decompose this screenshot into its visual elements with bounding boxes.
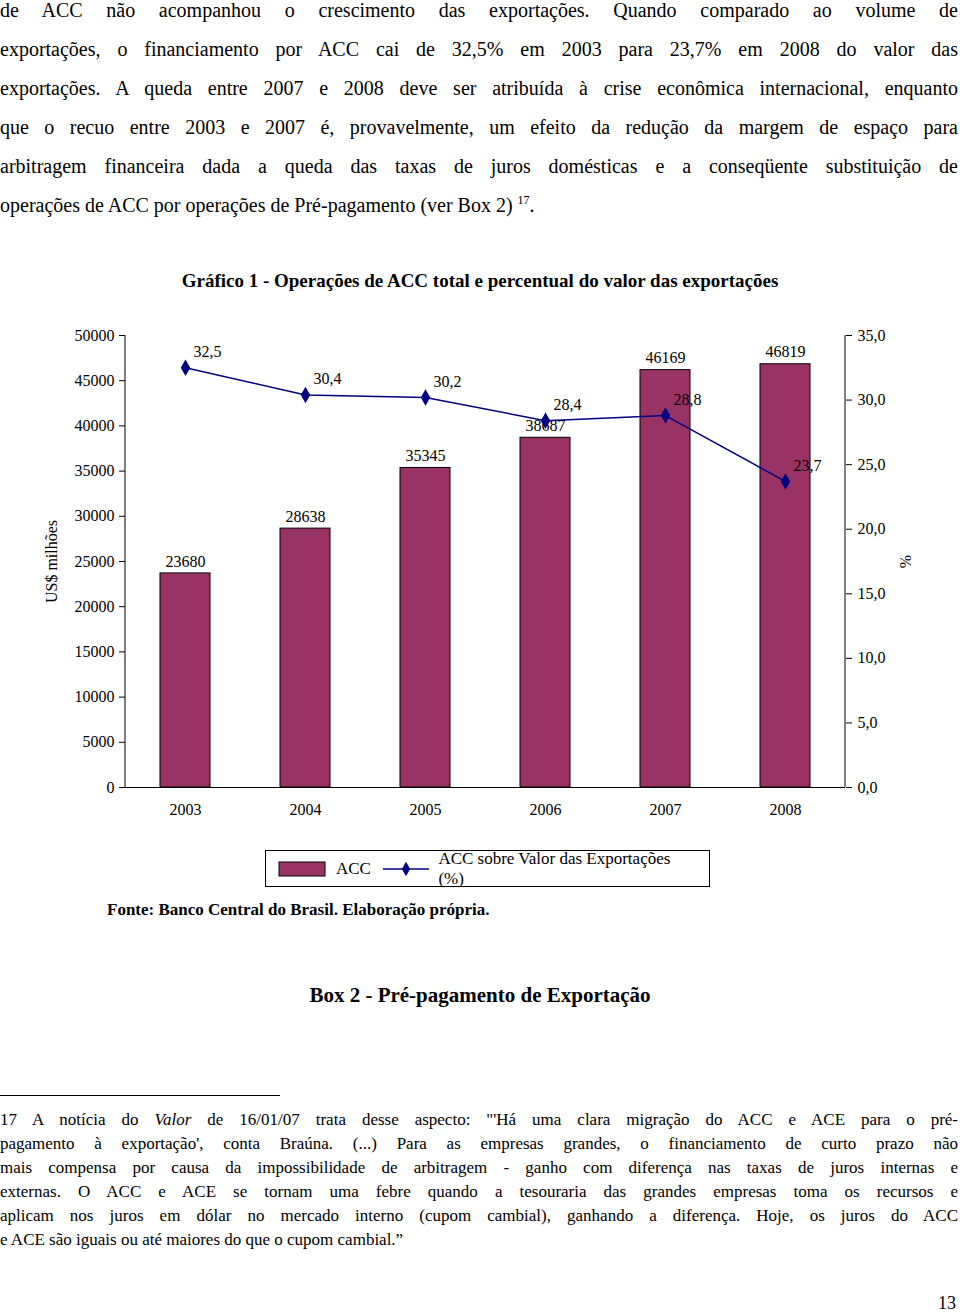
svg-text:2007: 2007 bbox=[650, 801, 682, 818]
svg-text:%: % bbox=[897, 555, 914, 568]
svg-text:30,0: 30,0 bbox=[858, 391, 886, 408]
svg-text:45000: 45000 bbox=[75, 372, 115, 389]
svg-text:2004: 2004 bbox=[290, 801, 322, 818]
html-text:arbitragem financeira dada a q: arbitragem financeira dada a queda das t… bbox=[0, 155, 958, 177]
html-text:que o recuo entre 2003 e 2007: que o recuo entre 2003 e 2007 é, provave… bbox=[0, 116, 958, 138]
svg-text:46819: 46819 bbox=[766, 343, 806, 360]
svg-text:2006: 2006 bbox=[530, 801, 562, 818]
html-text:de ACC não acompanhou o cresci: de ACC não acompanhou o crescimento das … bbox=[0, 0, 958, 21]
svg-text:35,0: 35,0 bbox=[858, 327, 886, 344]
svg-text:25000: 25000 bbox=[75, 553, 115, 570]
svg-text:15000: 15000 bbox=[75, 643, 115, 660]
html-text:aplicam nos juros em dólar no: aplicam nos juros em dólar no mercado in… bbox=[0, 1206, 958, 1225]
html-text:13: 13 bbox=[938, 1293, 956, 1313]
html-text:exportações, o financiamento p: exportações, o financiamento por ACC cai… bbox=[0, 38, 958, 60]
svg-text:10000: 10000 bbox=[75, 688, 115, 705]
svg-text:20000: 20000 bbox=[75, 598, 115, 615]
svg-text:35345: 35345 bbox=[406, 447, 446, 464]
html-text:Gráfico 1 - Operações de ACC t: Gráfico 1 - Operações de ACC total e per… bbox=[181, 270, 779, 291]
svg-text:30000: 30000 bbox=[75, 507, 115, 524]
svg-text:35000: 35000 bbox=[75, 462, 115, 479]
html-text:ACC sobre Valor das Exportaçõe: ACC sobre Valor das Exportações (%) bbox=[438, 848, 671, 888]
html-text:e ACE são iguais ou até maiore: e ACE são iguais ou até maiores do que o… bbox=[0, 1230, 404, 1249]
svg-text:10,0: 10,0 bbox=[858, 649, 886, 666]
svg-text:28,8: 28,8 bbox=[674, 391, 702, 408]
svg-text:23,7: 23,7 bbox=[794, 457, 822, 474]
svg-text:50000: 50000 bbox=[75, 327, 115, 344]
html-text:pagamento à exportação', conta: pagamento à exportação', conta Braúna. (… bbox=[0, 1134, 958, 1153]
svg-text:30,4: 30,4 bbox=[314, 370, 342, 387]
svg-text:2005: 2005 bbox=[410, 801, 442, 818]
html-text:mais compensa por causa da imp: mais compensa por causa da impossibilida… bbox=[0, 1158, 958, 1177]
svg-text:2008: 2008 bbox=[770, 801, 802, 818]
html-text:ACC: ACC bbox=[336, 858, 371, 878]
svg-text:28,4: 28,4 bbox=[554, 396, 582, 413]
svg-text:20,0: 20,0 bbox=[858, 520, 886, 537]
svg-text:32,5: 32,5 bbox=[194, 343, 222, 360]
svg-text:15,0: 15,0 bbox=[858, 585, 886, 602]
svg-text:28638: 28638 bbox=[286, 508, 326, 525]
svg-text:2003: 2003 bbox=[170, 801, 202, 818]
svg-text:46169: 46169 bbox=[646, 349, 686, 366]
html-text:Fonte: Banco Central do Brasil: Fonte: Banco Central do Brasil. Elaboraç… bbox=[107, 900, 490, 919]
html-text:exportações. A queda entre 200: exportações. A queda entre 2007 e 2008 d… bbox=[0, 77, 958, 99]
html-text:Box 2 - Pré-pagamento de Expor: Box 2 - Pré-pagamento de Exportação bbox=[309, 983, 651, 1007]
svg-text:38687: 38687 bbox=[526, 417, 566, 434]
svg-text:5000: 5000 bbox=[83, 733, 115, 750]
svg-text:30,2: 30,2 bbox=[434, 373, 462, 390]
svg-text:23680: 23680 bbox=[166, 553, 206, 570]
html-text:operações de ACC por operações: operações de ACC por operações de Pré-pa… bbox=[0, 193, 535, 216]
svg-text:40000: 40000 bbox=[75, 417, 115, 434]
html-text:17 A notícia do Valor de 16/01: 17 A notícia do Valor de 16/01/07 trata … bbox=[0, 1110, 958, 1129]
svg-text:0,0: 0,0 bbox=[858, 779, 878, 796]
svg-text:5,0: 5,0 bbox=[858, 714, 878, 731]
html-text:externas. O ACC e ACE se torna: externas. O ACC e ACE se tornam uma febr… bbox=[0, 1182, 958, 1201]
svg-text:0: 0 bbox=[107, 779, 115, 796]
svg-text:US$ milhões: US$ milhões bbox=[43, 520, 60, 603]
svg-text:25,0: 25,0 bbox=[858, 456, 886, 473]
